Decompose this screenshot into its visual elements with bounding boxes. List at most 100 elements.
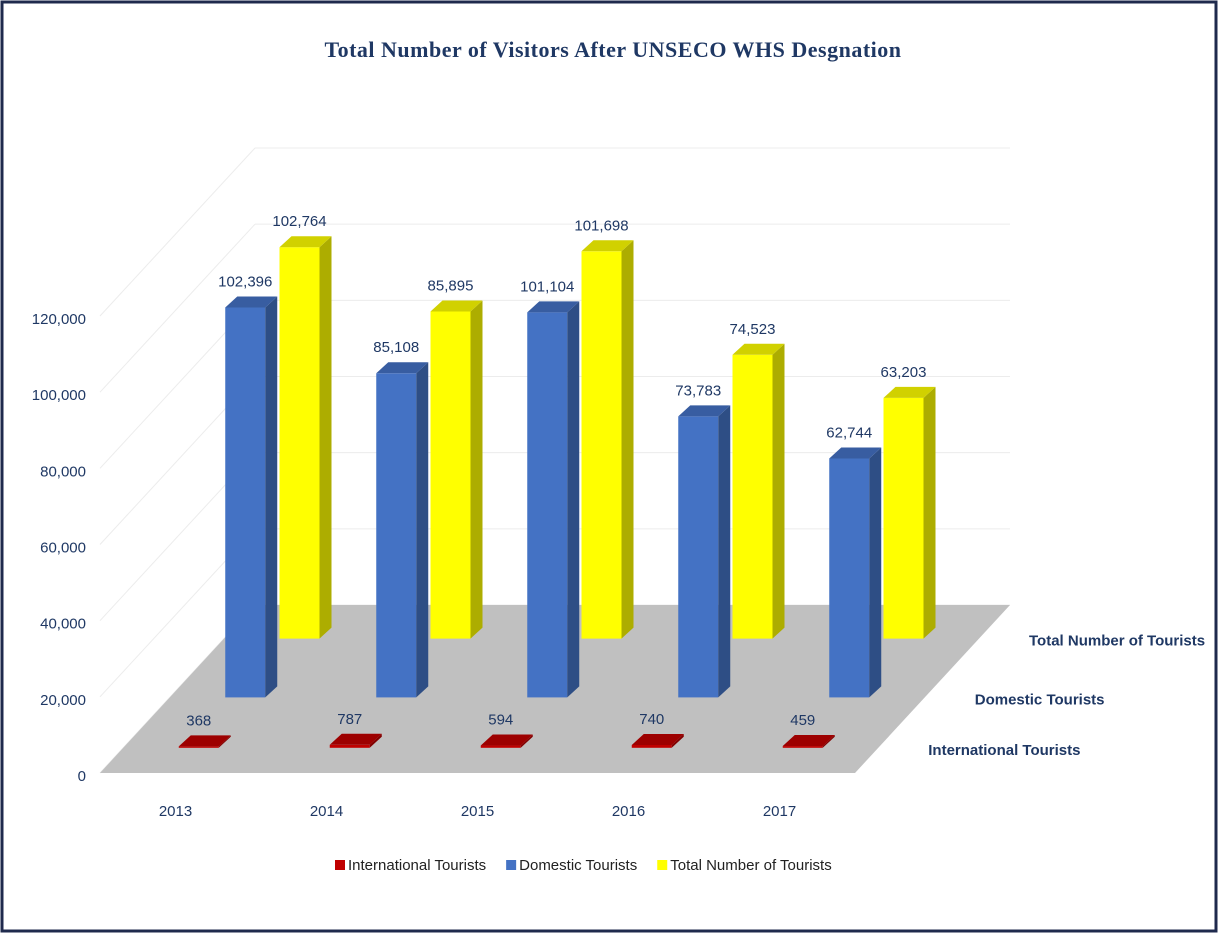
bar-top [829, 447, 882, 459]
bar [480, 734, 533, 748]
value-label: 459 [790, 712, 815, 729]
value-label: 74,523 [730, 321, 776, 338]
legend-label: International Tourists [348, 857, 486, 874]
bar-side [265, 296, 278, 698]
value-label: 85,895 [428, 277, 474, 294]
bar-top [883, 386, 936, 398]
value-label: 787 [337, 711, 362, 728]
bar-top [376, 362, 429, 374]
bar [527, 301, 580, 698]
bar-front [883, 397, 924, 639]
x-tick-label: 2016 [612, 803, 645, 820]
bar-side [319, 236, 332, 639]
y-tick-label: 80,000 [40, 463, 86, 480]
bar-front [329, 744, 370, 748]
bar-side [671, 733, 684, 748]
bar [225, 296, 278, 698]
row-label: International Tourists [928, 742, 1080, 759]
y-tick-label: 100,000 [32, 387, 86, 404]
legend-label: Total Number of Tourists [670, 857, 831, 874]
bar-top [631, 733, 684, 745]
bar-top [225, 296, 278, 308]
bar-top [480, 734, 533, 746]
bar-side [772, 343, 785, 639]
bar-top [678, 405, 731, 417]
bar-front [678, 416, 719, 698]
bar [376, 362, 429, 698]
value-label: 101,698 [574, 217, 628, 234]
bar-front [279, 247, 320, 639]
bar-side [923, 386, 936, 639]
x-tick-label: 2017 [763, 803, 796, 820]
bar [829, 447, 882, 698]
bar-front [225, 307, 266, 698]
legend-swatch [506, 860, 517, 870]
value-label: 102,396 [218, 273, 272, 290]
bar [732, 343, 785, 639]
y-tick-label: 20,000 [40, 692, 86, 709]
bar-top [581, 240, 634, 252]
bar-side [718, 405, 731, 698]
legend-swatch [335, 860, 345, 870]
bar-top [782, 735, 835, 747]
bar-side [416, 362, 429, 698]
bar-front [527, 312, 568, 698]
chart-title: Total Number of Visitors After UNSECO WH… [324, 37, 901, 62]
value-label: 594 [488, 712, 513, 729]
value-label: 63,203 [881, 364, 927, 381]
row-label: Total Number of Tourists [1029, 633, 1205, 650]
bar [883, 386, 936, 639]
y-tick-label: 120,000 [32, 311, 86, 328]
value-label: 102,764 [272, 213, 326, 230]
legend-label: Domestic Tourists [519, 857, 637, 874]
row-label: Domestic Tourists [975, 691, 1105, 708]
bar-top [430, 300, 483, 312]
value-label: 62,744 [826, 424, 872, 441]
bar-front [782, 746, 823, 748]
x-tick-label: 2013 [159, 803, 192, 820]
bar-top [329, 733, 382, 745]
bar-front [829, 458, 870, 698]
bar-front [480, 745, 521, 748]
bar-top [178, 735, 231, 747]
bar-front [376, 373, 417, 698]
grid-line [99, 223, 256, 393]
y-tick-label: 40,000 [40, 616, 86, 633]
value-label: 101,104 [520, 278, 574, 295]
bar [678, 405, 731, 698]
value-label: 73,783 [675, 382, 721, 399]
bar-front [631, 744, 672, 748]
x-tick-label: 2014 [310, 803, 343, 820]
value-label: 85,108 [373, 339, 419, 356]
y-tick-label: 60,000 [40, 539, 86, 556]
bar [782, 735, 835, 748]
bar-front [732, 354, 773, 639]
bar-side [520, 734, 533, 748]
bar [430, 300, 483, 639]
bar [631, 733, 684, 748]
grid-line [99, 147, 256, 317]
bar-front [430, 311, 471, 639]
bar-front [581, 251, 622, 639]
bar [581, 240, 634, 639]
bar-top [527, 301, 580, 313]
bar [279, 236, 332, 639]
bar-side [621, 240, 634, 639]
bar [178, 735, 231, 748]
bar [329, 733, 382, 748]
bar-side [822, 735, 835, 748]
value-label: 740 [639, 711, 664, 728]
bar-front [178, 746, 219, 748]
bar-side [869, 447, 882, 698]
bar-side [470, 300, 483, 639]
bar-top [279, 236, 332, 248]
x-tick-label: 2015 [461, 803, 494, 820]
y-tick-label: 0 [78, 768, 86, 785]
legend-swatch [657, 860, 668, 870]
bar-top [732, 343, 785, 355]
bar-side [369, 733, 382, 748]
bar-side [218, 735, 231, 748]
bar-side [567, 301, 580, 698]
value-label: 368 [186, 712, 211, 729]
